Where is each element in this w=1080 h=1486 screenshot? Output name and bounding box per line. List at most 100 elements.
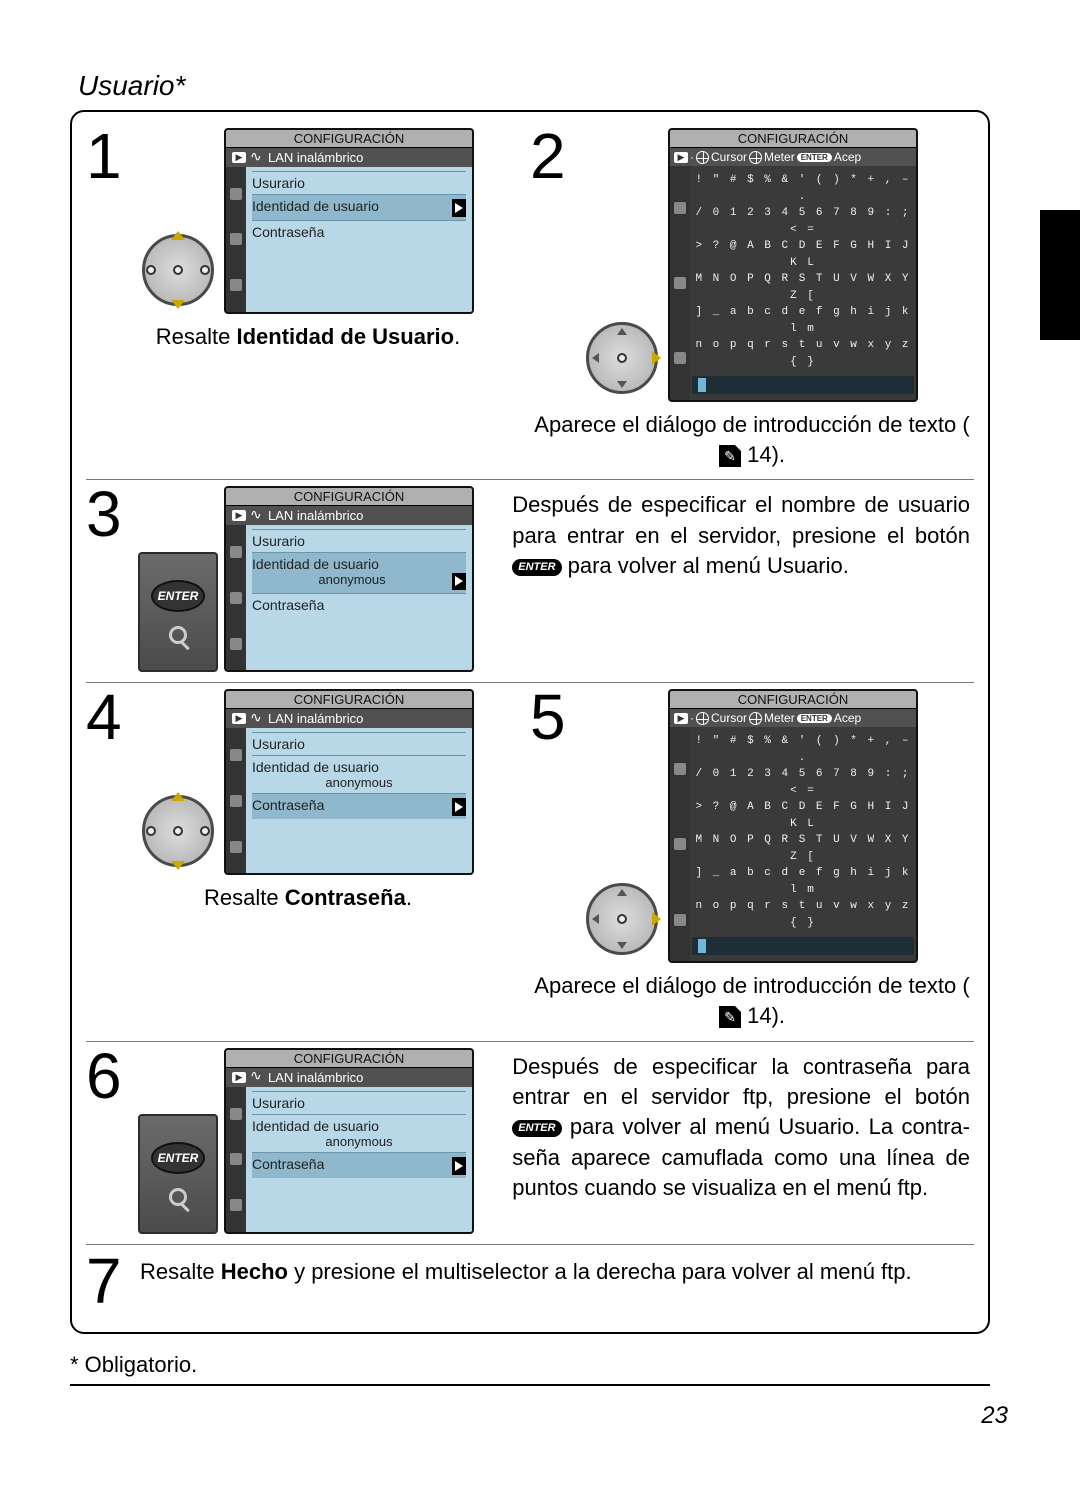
lcd-screen: CONFIGURACIÓN ▶LAN inalámbrico Usurario … — [224, 486, 474, 672]
step-number: 1 — [86, 128, 130, 186]
enter-icon: ENTER — [797, 714, 832, 723]
cursor-icon — [696, 712, 709, 725]
step-6: 6 ENTER CONFIGURACIÓN ▶LAN inalámbrico U… — [86, 1048, 512, 1234]
enter-button-pad: ENTER — [138, 1114, 218, 1234]
enter-icon: ENTER — [512, 559, 561, 576]
magnifier-icon — [169, 626, 187, 644]
lcd-title: CONFIGURACIÓN — [226, 1050, 472, 1068]
play-icon: ▶ — [232, 152, 246, 163]
instruction-box: 1 CONFIGURACIÓN ▶LAN inalámbrico Usu — [70, 110, 990, 1334]
enter-button-pad: ENTER — [138, 552, 218, 672]
step-number: 4 — [86, 689, 130, 747]
text-input-line — [692, 937, 914, 955]
lcd-title: CONFIGURACIÓN — [670, 130, 916, 148]
lcd-screen: CONFIGURACIÓN ▶LAN inalámbrico Usurario … — [224, 689, 474, 875]
step-paragraph: Después de especificar la contraseña par… — [512, 1048, 974, 1208]
step-number: 3 — [86, 486, 130, 544]
multiselector-right-icon — [582, 318, 662, 398]
lcd-breadcrumb: ▶LAN inalámbrico — [226, 148, 472, 167]
page-ref-icon: ✎ — [719, 445, 741, 467]
step-5: 5 CONFIGURACIÓN ▶ · Cursor — [530, 689, 974, 1030]
step-caption: Aparece el diálogo de introducción de te… — [530, 410, 974, 469]
lcd-menu-item: Usurario — [252, 171, 466, 194]
lcd-menu-item: Usurario — [252, 529, 466, 552]
step-row-6: 6 ENTER CONFIGURACIÓN ▶LAN inalámbrico U… — [72, 1042, 988, 1244]
lcd-title: CONFIGURACIÓN — [670, 691, 916, 709]
meter-icon — [749, 712, 762, 725]
step-caption: Aparece el diálogo de introducción de te… — [530, 971, 974, 1030]
step-row-3: 3 ENTER CONFIGURACIÓN ▶LAN inalámbrico U… — [72, 480, 988, 682]
wave-icon — [250, 714, 264, 724]
lcd-menu-item-selected: Identidad de usuario anonymous — [252, 552, 466, 593]
lcd-title: CONFIGURACIÓN — [226, 130, 472, 148]
step-row-7: 7 Resalte Hecho y presione el multiselec… — [72, 1245, 988, 1323]
meter-icon — [749, 151, 762, 164]
footnote: * Obligatorio. — [70, 1352, 1020, 1378]
lcd-menu-item: Contraseña — [252, 220, 466, 243]
cursor-icon — [696, 151, 709, 164]
multiselector-updown-icon — [138, 230, 218, 310]
step-caption: Resalte Contraseña. — [86, 883, 530, 913]
chevron-right-icon — [452, 798, 466, 816]
footer-rule — [70, 1384, 990, 1386]
magnifier-icon — [169, 1188, 187, 1206]
multiselector-updown-icon — [138, 791, 218, 871]
wave-icon — [250, 1072, 264, 1082]
step-4: 4 CONFIGURACIÓN ▶LAN inalámbrico Usu — [86, 689, 530, 1030]
lcd-menu-item: Usurario — [252, 1091, 466, 1114]
lcd-screen: CONFIGURACIÓN ▶LAN inalámbrico Usurario … — [224, 128, 474, 314]
lcd-helper-bar: ▶ · Cursor Meter ENTERAcep — [670, 709, 916, 727]
lcd-menu-item: Contraseña — [252, 593, 466, 616]
step-1: 1 CONFIGURACIÓN ▶LAN inalámbrico Usu — [86, 128, 530, 469]
step-row-1-2: 1 CONFIGURACIÓN ▶LAN inalámbrico Usu — [72, 122, 988, 479]
lcd-sidebar — [226, 167, 246, 312]
lcd-sidebar — [226, 728, 246, 873]
step-number: 5 — [530, 689, 574, 747]
enter-button: ENTER — [151, 580, 205, 612]
lcd-menu-item: Identidad de usuario anonymous — [252, 1114, 466, 1152]
step-row-4-5: 4 CONFIGURACIÓN ▶LAN inalámbrico Usu — [72, 683, 988, 1040]
step-paragraph: Resalte Hecho y presione el multiselecto… — [140, 1253, 974, 1291]
text-input-line — [692, 376, 914, 394]
play-icon: ▶ — [674, 152, 688, 163]
lcd-breadcrumb: ▶LAN inalámbrico — [226, 506, 472, 525]
play-icon: ▶ — [232, 713, 246, 724]
chevron-right-icon — [452, 1157, 466, 1175]
step-number: 6 — [86, 1048, 130, 1106]
lcd-title: CONFIGURACIÓN — [226, 488, 472, 506]
lcd-menu-item-selected: Contraseña — [252, 1152, 466, 1178]
lcd-menu-item-selected: Identidad de usuario — [252, 194, 466, 220]
lcd-menu-item: Identidad de usuario anonymous — [252, 755, 466, 793]
lcd-screen-chargrid: CONFIGURACIÓN ▶ · Cursor Meter ENTERAcep… — [668, 128, 918, 402]
lcd-sidebar — [670, 727, 690, 961]
play-icon: ▶ — [232, 1072, 246, 1083]
lcd-screen: CONFIGURACIÓN ▶LAN inalámbrico Usurario … — [224, 1048, 474, 1234]
step-paragraph: Después de especificar el nombre de usua… — [512, 486, 974, 585]
step-number: 2 — [530, 128, 574, 186]
lcd-helper-bar: ▶ · Cursor Meter ENTERAcep — [670, 148, 916, 166]
multiselector-right-icon — [582, 879, 662, 959]
play-icon: ▶ — [674, 713, 688, 724]
lcd-sidebar — [226, 1087, 246, 1232]
lcd-sidebar — [670, 166, 690, 400]
wave-icon — [250, 153, 264, 163]
wave-icon — [250, 511, 264, 521]
lcd-sidebar — [226, 525, 246, 670]
chevron-right-icon — [452, 573, 466, 590]
char-grid: ! " # $ % & ' ( ) * + , – . / 0 1 2 3 4 … — [690, 166, 916, 400]
step-3: 3 ENTER CONFIGURACIÓN ▶LAN inalámbrico U… — [86, 486, 512, 672]
enter-icon: ENTER — [512, 1120, 561, 1137]
step-number: 7 — [86, 1253, 130, 1311]
step-caption: Resalte Identidad de Usuario. — [86, 322, 530, 352]
lcd-breadcrumb: ▶LAN inalámbrico — [226, 1068, 472, 1087]
lcd-menu-item: Usurario — [252, 732, 466, 755]
step-2: 2 CONFIGURACIÓN ▶ · Cursor — [530, 128, 974, 469]
char-grid: ! " # $ % & ' ( ) * + , – . / 0 1 2 3 4 … — [690, 727, 916, 961]
play-icon: ▶ — [232, 510, 246, 521]
chevron-right-icon — [452, 199, 466, 217]
lcd-breadcrumb: ▶LAN inalámbrico — [226, 709, 472, 728]
lcd-title: CONFIGURACIÓN — [226, 691, 472, 709]
page-tab-marker — [1040, 210, 1080, 340]
page-ref-icon: ✎ — [719, 1006, 741, 1028]
lcd-menu-item-selected: Contraseña — [252, 793, 466, 819]
